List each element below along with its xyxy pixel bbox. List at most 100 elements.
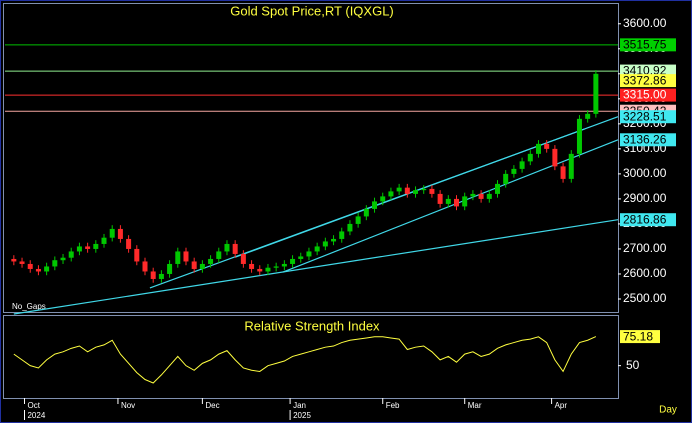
rsi-tick-label: 50 [626,358,640,372]
candle-body [486,193,492,199]
y-tick-label: 2900.00 [623,191,667,205]
no-gaps-label: No_Gaps [12,302,46,311]
chart-title: Gold Spot Price,RT (IQXGL) [230,3,394,18]
x-tick-label: Mar [468,401,482,410]
candle-body [322,241,328,247]
price-label-box [620,133,676,147]
x-tick-label: Nov [121,401,135,410]
candle-body [240,253,246,264]
price-label-box [620,38,676,52]
candle-body [175,251,181,264]
candle-body [331,238,337,242]
price-label: 3136.26 [623,132,667,146]
candle-body [576,118,582,154]
price-label-box [620,74,676,88]
candle-body [109,228,115,238]
trendline [13,219,619,315]
candle-body [388,191,394,197]
candle-body [494,183,500,194]
candle-body [191,261,197,269]
candle-body [27,263,33,269]
price-label: 3515.75 [623,38,667,52]
price-label-box [620,88,676,102]
candle-body [257,268,263,272]
candle-body [437,193,443,204]
candle-body [560,166,566,179]
candle-body [265,267,271,272]
candle-body [101,237,107,244]
candle-body [470,193,476,197]
candle-body [478,193,484,199]
candle-body [339,231,345,239]
y-tick-label: 3600.00 [623,16,667,30]
candle-body [306,251,312,257]
candle-body [93,243,99,249]
candle-body [85,246,91,249]
candle-body [199,263,205,269]
candle-body [19,261,25,264]
candle-body [421,188,427,191]
year-label: 2025 [293,411,311,420]
period-label: Day [659,405,677,416]
candle-body [232,243,238,254]
candle-body [454,198,460,207]
price-label: 3372.86 [623,73,667,87]
candle-body [249,263,255,269]
candle-body [216,251,222,259]
candle-body [150,271,156,279]
candle-body [11,258,17,262]
candle-body [363,208,369,217]
candle-body [445,198,451,204]
y-tick-label: 2700.00 [623,241,667,255]
x-tick-label: Jan [293,401,306,410]
candle-body [60,257,66,261]
price-label: 3228.51 [623,109,667,123]
candle-body [44,266,50,272]
candle-body [117,228,123,239]
x-tick-label: Dec [205,401,219,410]
y-tick-label: 3000.00 [623,166,667,180]
rsi-line [13,336,597,384]
candle-body [134,248,140,262]
candle-body [52,260,58,267]
candle-body [396,187,402,192]
price-label: 3315.00 [623,88,667,102]
rsi-label: 75.18 [623,329,653,343]
candle-body [527,153,533,162]
candle-body [511,168,517,174]
candle-body [355,216,361,224]
candle-body [167,263,173,274]
candle-body [593,73,599,114]
rsi-title: Relative Strength Index [244,318,380,333]
price-label-box [620,110,676,124]
candle-body [68,251,74,258]
candle-body [413,190,419,194]
candle-body [462,196,468,207]
candle-body [347,223,353,232]
candle-body [503,173,509,184]
year-label: 2024 [27,411,45,420]
candle-body [290,258,296,264]
y-tick-label: 2500.00 [623,291,667,305]
candle-body [281,263,287,267]
candle-body [544,143,550,149]
candle-body [585,113,591,119]
candle-body [404,187,410,194]
candle-body [535,143,541,154]
candle-body [142,261,148,272]
candle-body [224,243,230,252]
x-tick-label: Apr [555,401,568,410]
candle-body [126,238,132,249]
price-pane [3,3,619,313]
x-tick-label: Oct [27,401,40,410]
candle-body [183,251,189,262]
candle-body [552,148,558,167]
candle-body [35,268,41,272]
candle-body [76,246,82,252]
candle-body [158,273,164,279]
x-tick-label: Feb [386,401,400,410]
trendline [282,139,619,273]
candle-body [208,258,214,264]
candle-body [429,188,435,194]
